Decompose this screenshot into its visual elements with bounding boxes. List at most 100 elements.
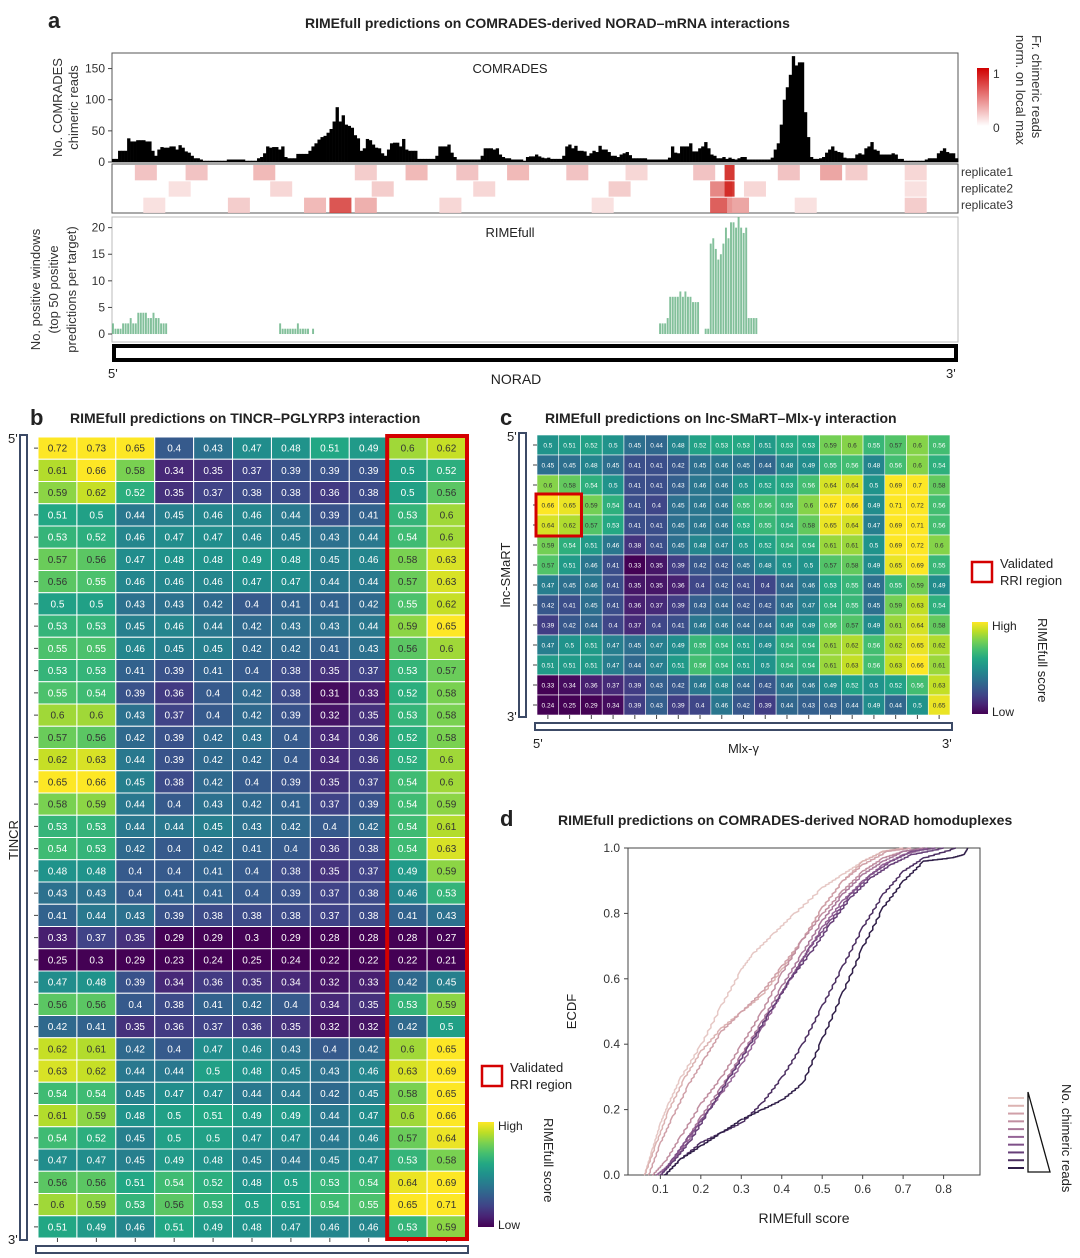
heatmap-cell-value: 0.6 xyxy=(440,644,454,655)
comrades-bar xyxy=(148,141,152,162)
heatmap-cell-value: 0.55 xyxy=(87,644,107,655)
heatmap-cell-value: 0.39 xyxy=(164,666,184,677)
heatmap-cell-value: 0.45 xyxy=(203,822,223,833)
comrades-bar xyxy=(689,143,693,162)
heatmap-cell-value: 0.42 xyxy=(203,844,223,855)
rimefull-bar xyxy=(745,227,748,335)
comrades-bar xyxy=(196,158,200,162)
heatmap-cell-value: 0.44 xyxy=(126,510,146,521)
ecdf-ytick-label: 0.2 xyxy=(603,1103,620,1117)
heatmap-cell-value: 0.35 xyxy=(628,582,641,589)
comrades-bar xyxy=(260,157,264,162)
heatmap-cell-value: 0.6 xyxy=(804,502,813,509)
heatmap-cell-value: 0.69 xyxy=(889,482,902,489)
heatmap-cell-value: 0.58 xyxy=(126,466,146,477)
heatmap-cell-value: 0.4 xyxy=(284,1000,298,1011)
comrades-bar xyxy=(353,135,358,162)
comrades-bar xyxy=(244,160,249,162)
heatmap-cell-value: 0.41 xyxy=(320,599,340,610)
y-axis-label: lnc-SMaRT xyxy=(498,543,513,608)
heatmap-cell-value: 0.4 xyxy=(761,582,770,589)
norad-transcript-bar xyxy=(112,344,958,362)
heatmap-cell-value: 0.25 xyxy=(563,702,576,709)
heatmap-cell-value: 0.38 xyxy=(281,666,301,677)
heatmap-cell-value: 0.43 xyxy=(802,702,815,709)
replicate-heat-cell xyxy=(354,197,377,213)
heatmap-cell-value: 0.55 xyxy=(87,577,107,588)
comrades-bar xyxy=(133,141,137,162)
rimefull-bar xyxy=(735,227,738,335)
rimefull-ytick-label: 20 xyxy=(92,221,106,235)
heatmap-cell-value: 0.41 xyxy=(737,582,750,589)
rimefull-bar xyxy=(694,302,697,335)
heatmap-cell-value: 0.4 xyxy=(167,844,181,855)
validated-rri-box xyxy=(534,492,583,538)
heatmap-cell-value: 0.42 xyxy=(242,755,262,766)
heatmap-cell-value: 0.69 xyxy=(437,1067,457,1078)
heatmap-cell-value: 0.47 xyxy=(203,533,223,544)
heatmap-cell-value: 0.35 xyxy=(320,777,340,788)
heatmap-cell-value: 0.44 xyxy=(846,702,859,709)
heatmap-cell-value: 0.54 xyxy=(87,1089,107,1100)
heatmap-cell-value: 0.38 xyxy=(242,488,262,499)
comrades-bar xyxy=(459,159,463,162)
comrades-bar xyxy=(172,146,176,162)
rimefull-bar xyxy=(750,318,753,335)
heatmap-cell-value: 0.45 xyxy=(694,462,707,469)
comrades-bar xyxy=(483,148,487,162)
heatmap-cell-value: 0.51 xyxy=(563,662,576,669)
heatmap-cell-value: 0.44 xyxy=(889,702,902,709)
heatmap-cell-value: 0.44 xyxy=(164,1067,184,1078)
heatmap-cell-value: 0.51 xyxy=(542,662,555,669)
heatmap-cell-value: 0.41 xyxy=(628,522,641,529)
heatmap-cell-value: 0.54 xyxy=(48,844,68,855)
heatmap-cell-value: 0.42 xyxy=(242,622,262,633)
heatmap-cell-value: 0.46 xyxy=(398,889,418,900)
heatmap-cell-value: 0.39 xyxy=(542,622,555,629)
heatmap-cell-value: 0.42 xyxy=(672,462,685,469)
heatmap-cell-value: 0.65 xyxy=(48,777,68,788)
heatmap-cell-value: 0.41 xyxy=(607,602,620,609)
comrades-bar xyxy=(571,148,575,162)
comrades-bar xyxy=(815,158,820,162)
comrades-bar xyxy=(903,160,907,162)
heatmap-cell-value: 0.57 xyxy=(437,666,457,677)
heatmap-cell-value: 0.53 xyxy=(715,442,728,449)
heatmap-cell-value: 0.43 xyxy=(203,800,223,811)
heatmap-cell-value: 0.47 xyxy=(203,1089,223,1100)
heatmap-cell-value: 0.55 xyxy=(759,522,772,529)
heatmap-cell-value: 0.51 xyxy=(164,1222,184,1233)
heatmap-cell-value: 0.35 xyxy=(650,562,663,569)
comrades-bar xyxy=(525,157,530,162)
rimefull-bar xyxy=(697,302,700,335)
heatmap-cell-value: 0.56 xyxy=(48,1000,68,1011)
heatmap-cell-value: 0.42 xyxy=(242,644,262,655)
heatmap-cell-value: 0.48 xyxy=(672,442,685,449)
heatmap-cell-value: 0.44 xyxy=(585,622,598,629)
heatmap-cell-value: 0.5 xyxy=(804,562,813,569)
heatmap-cell-value: 0.58 xyxy=(563,482,576,489)
comrades-bar xyxy=(918,160,923,162)
rimefull-bar xyxy=(160,323,163,335)
replicate-heat-cell xyxy=(777,165,800,181)
comrades-bar xyxy=(405,149,409,162)
rimefull-bar xyxy=(117,328,119,335)
heatmap-cell-value: 0.59 xyxy=(398,622,418,633)
heatmap-cell-value: 0.39 xyxy=(359,800,379,811)
comrades-bar xyxy=(392,142,397,162)
comrades-bar xyxy=(166,147,170,162)
rimefull-bar xyxy=(291,328,294,335)
heatmap-cell-value: 0.41 xyxy=(87,1022,107,1033)
heatmap-cell-value: 0.43 xyxy=(320,533,340,544)
heatmap-cell-value: 0.59 xyxy=(437,1222,457,1233)
ecdf-xtick-label: 0.8 xyxy=(935,1182,952,1196)
heatmap-cell-value: 0.63 xyxy=(437,844,457,855)
heatmap-cell-value: 0.73 xyxy=(87,444,107,455)
comrades-bar xyxy=(794,65,799,162)
comrades-bar xyxy=(897,158,901,162)
comrades-bar xyxy=(317,139,321,162)
heatmap-cell-value: 0.47 xyxy=(87,1156,107,1167)
rimefull-bar xyxy=(114,328,117,335)
heatmap-cell-value: 0.56 xyxy=(889,462,902,469)
comrades-bar xyxy=(444,146,448,162)
